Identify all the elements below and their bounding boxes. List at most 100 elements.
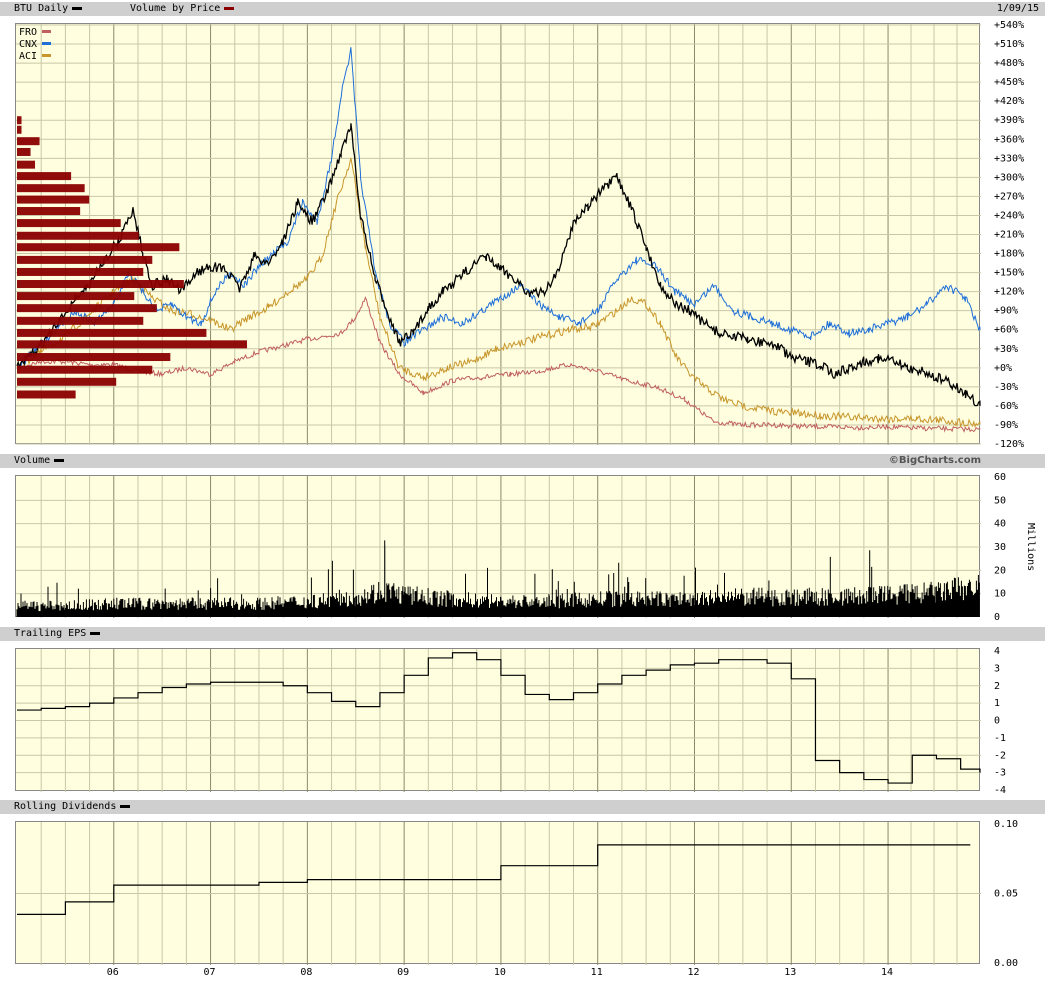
price-y-tick-label: +480% xyxy=(994,58,1024,69)
price-y-tick-label: +330% xyxy=(994,153,1024,164)
x-tick-label-year: 14 xyxy=(881,967,893,978)
price-y-tick-label: +90% xyxy=(994,306,1018,317)
price-y-tick-label: +270% xyxy=(994,191,1024,202)
dividends-y-tick-label: 0.10 xyxy=(994,819,1018,830)
eps-y-tick-label: 4 xyxy=(994,646,1000,657)
x-tick-label-year: 06 xyxy=(107,967,119,978)
volume-by-price-bar xyxy=(17,365,153,374)
volume-plot xyxy=(15,475,981,618)
eps-chart-svg xyxy=(16,649,981,792)
volume-chart-svg xyxy=(16,476,981,618)
volume-by-price-bar xyxy=(17,280,184,289)
volume-unit-label: Millions xyxy=(1025,523,1036,572)
eps-plot xyxy=(15,648,981,792)
volume-y-tick-label: 60 xyxy=(994,472,1006,483)
volume-by-price-bar xyxy=(17,304,157,313)
volume-by-price-bar xyxy=(17,116,22,125)
price-y-tick-label: +60% xyxy=(994,325,1018,336)
dividends-y-tick-label: 0.00 xyxy=(994,958,1018,969)
volume-by-price-bar xyxy=(17,328,207,337)
volume-by-price-bar xyxy=(17,172,72,181)
dividends-plot xyxy=(15,821,981,965)
volume-by-price-label: Volume by Price xyxy=(130,3,235,14)
price-y-tick-label: -60% xyxy=(994,401,1018,412)
eps-y-tick-label: 2 xyxy=(994,681,1000,692)
price-y-tick-label: +420% xyxy=(994,96,1024,107)
volume-y-tick-label: 0 xyxy=(994,612,1000,623)
volume-by-price-bar xyxy=(17,219,121,228)
dividends-swatch xyxy=(120,804,131,808)
volume-y-tick-label: 40 xyxy=(994,519,1006,530)
eps-y-tick-label: -3 xyxy=(994,768,1006,779)
price-header-title: BTU Daily xyxy=(14,3,83,14)
price-y-tick-label: +540% xyxy=(994,20,1024,31)
price-y-tick-label: -120% xyxy=(994,439,1024,450)
dividends-y-tick-label: 0.05 xyxy=(994,889,1018,900)
legend-swatch-fro xyxy=(42,30,51,33)
volume-by-price-bar xyxy=(17,292,135,301)
volume-by-price-bar xyxy=(17,160,36,169)
series-line-fro xyxy=(16,296,981,433)
volume-header-band: Volume ©BigCharts.com xyxy=(0,454,1045,468)
eps-y-tick-label: -4 xyxy=(994,785,1006,796)
price-y-tick-label: +180% xyxy=(994,249,1024,260)
volume-by-price-bar xyxy=(17,255,153,264)
btu-swatch xyxy=(72,6,83,10)
price-y-tick-label: -30% xyxy=(994,382,1018,393)
legend-swatch-cnx xyxy=(42,42,51,45)
legend-swatch-aci xyxy=(42,54,51,57)
vbp-swatch xyxy=(224,6,235,10)
eps-y-tick-label: -1 xyxy=(994,733,1006,744)
volume-swatch xyxy=(54,458,65,462)
price-y-tick-label: +300% xyxy=(994,172,1024,183)
volume-y-tick-label: 10 xyxy=(994,589,1006,600)
bigcharts-credit: ©BigCharts.com xyxy=(888,455,981,466)
eps-y-tick-label: 3 xyxy=(994,663,1000,674)
price-y-tick-label: +30% xyxy=(994,344,1018,355)
volume-by-price-bar xyxy=(17,195,90,204)
series-line-cnx xyxy=(16,47,981,370)
eps-y-tick-label: -2 xyxy=(994,750,1006,761)
price-plot: FRO CNX ACI xyxy=(15,23,981,445)
eps-y-tick-label: 0 xyxy=(994,716,1000,727)
dividends-line xyxy=(17,844,971,915)
volume-by-price-bar xyxy=(17,267,144,276)
dividends-panel-label: Rolling Dividends xyxy=(14,801,131,812)
price-y-tick-label: +120% xyxy=(994,287,1024,298)
series-line-aci xyxy=(16,157,981,429)
legend-label-fro: FRO xyxy=(19,27,37,38)
dividends-chart-svg xyxy=(16,822,981,965)
volume-by-price-bar xyxy=(17,137,40,146)
price-y-tick-label: +510% xyxy=(994,39,1024,50)
volume-by-price-bar xyxy=(17,243,180,252)
volume-by-price-bar xyxy=(17,147,31,156)
eps-line xyxy=(17,652,981,784)
price-y-tick-label: +150% xyxy=(994,268,1024,279)
legend-label-cnx: CNX xyxy=(19,39,37,50)
x-tick-label-year: 07 xyxy=(204,967,216,978)
price-y-tick-label: +240% xyxy=(994,210,1024,221)
volume-y-tick-label: 50 xyxy=(994,495,1006,506)
volume-by-price-bar xyxy=(17,231,139,240)
x-tick-label-year: 12 xyxy=(687,967,699,978)
volume-by-price-bar xyxy=(17,390,76,399)
price-y-tick-label: +360% xyxy=(994,134,1024,145)
eps-header-band: Trailing EPS xyxy=(0,627,1045,641)
volume-y-tick-label: 20 xyxy=(994,565,1006,576)
x-tick-label-year: 10 xyxy=(494,967,506,978)
volume-by-price-bar xyxy=(17,377,117,386)
x-tick-label-year: 11 xyxy=(591,967,603,978)
volume-panel-label: Volume xyxy=(14,455,65,466)
volume-by-price-bar xyxy=(17,207,81,216)
volume-by-price-bar xyxy=(17,353,171,362)
volume-y-tick-label: 30 xyxy=(994,542,1006,553)
legend-label-aci: ACI xyxy=(19,51,37,62)
price-header-band: BTU Daily Volume by Price 1/09/15 xyxy=(0,2,1045,16)
volume-by-price-bar xyxy=(17,340,247,349)
price-y-tick-label: +450% xyxy=(994,77,1024,88)
volume-by-price-bar xyxy=(17,316,144,325)
eps-panel-label: Trailing EPS xyxy=(14,628,101,639)
x-tick-label-year: 09 xyxy=(397,967,409,978)
